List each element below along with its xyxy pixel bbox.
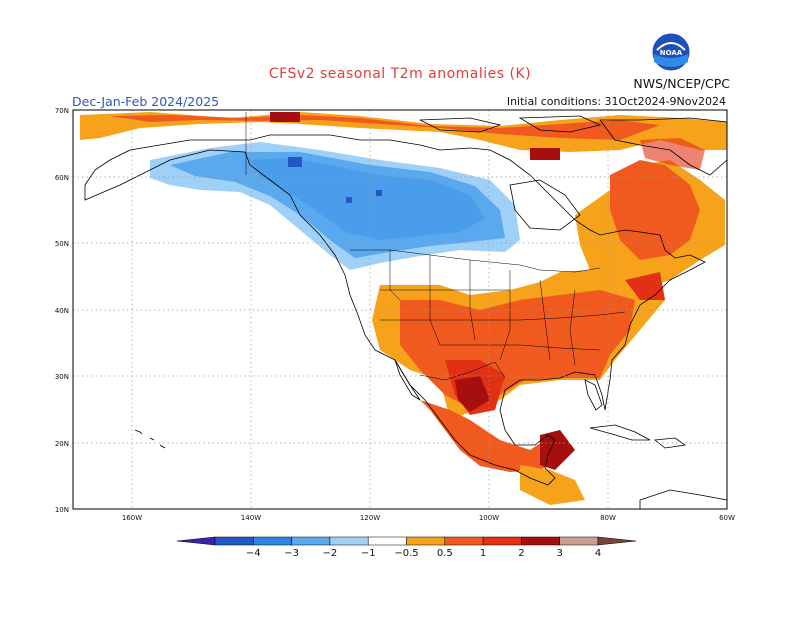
colorbar-tick-label: 2 [518,548,524,559]
positive-anomaly-region [80,112,727,505]
logo-text: NOAA [660,49,683,57]
longitude-labels: 160W 140W 120W 100W 80W 60W [122,514,735,522]
colorbar-arrow-right [597,536,637,546]
lat-label: 50N [55,240,69,248]
colorbar-tick-label: 0.5 [437,548,453,559]
negative-anomaly-region [150,142,520,270]
lon-label: 140W [241,514,261,522]
map-frame [72,109,728,510]
lon-label: 60W [719,514,735,522]
colorbar-segment [559,536,599,546]
lat-label: 30N [55,373,69,381]
colorbar-segment [329,536,369,546]
colorbar-labels: −4 −3 −2 −1 −0.5 0.5 1 2 3 4 [246,548,601,559]
political-borders [245,112,626,381]
lat-label: 20N [55,440,69,448]
lon-label: 120W [360,514,380,522]
colorbar-segment [521,536,560,546]
lat-label: 70N [55,107,69,115]
season-label: Dec-Jan-Feb 2024/2025 [72,94,220,109]
colorbar-tick-label: −4 [246,548,261,559]
colorbar-segment [291,536,331,546]
graticule [73,110,727,509]
colorbar-tick-label: −1 [361,548,376,559]
lon-label: 100W [479,514,499,522]
colorbar-segment [406,536,446,546]
colorbar-tick-label: −3 [284,548,299,559]
colorbar-segment [367,536,407,546]
noaa-logo: NOAA [651,32,691,72]
lon-label: 80W [600,514,616,522]
colorbar-tick-label: −0.5 [394,548,418,559]
lat-label: 60N [55,174,69,182]
lat-label: 10N [55,506,69,514]
colorbar-segment [253,536,292,546]
colorbar-tick-label: 3 [557,548,563,559]
colorbar-tick-label: 4 [595,548,601,559]
colorbar-tick-label: −2 [323,548,338,559]
colorbar-segment [214,536,254,546]
lat-label: 40N [55,307,69,315]
colorbar-tick-label: 1 [480,548,486,559]
latitude-labels: 70N 60N 50N 40N 30N 20N 10N [55,107,69,514]
colorbar-segment [482,536,522,546]
colorbar-segment [444,536,484,546]
colorbar-arrow-left [176,536,216,546]
colorbar [176,536,637,546]
agency-label: NWS/NCEP/CPC [633,76,730,91]
initial-conditions-label: Initial conditions: 31Oct2024-9Nov2024 [506,95,726,108]
lon-label: 160W [122,514,142,522]
map-title: CFSv2 seasonal T2m anomalies (K) [268,66,532,82]
